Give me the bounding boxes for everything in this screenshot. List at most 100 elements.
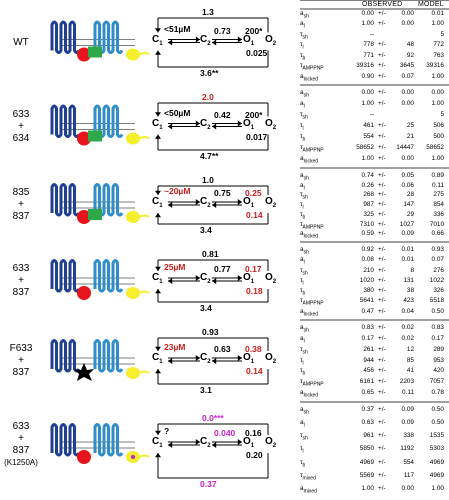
rate-k1: <51µM (164, 23, 191, 34)
param-name: τAMPPNP (300, 144, 324, 154)
model-value: 5518 (429, 297, 444, 305)
observed-value: 0.00 (361, 10, 374, 17)
observed-value: 1.00 (361, 484, 374, 492)
model-value: 420 (433, 367, 444, 375)
param-subscript: l (303, 422, 305, 429)
param-subscript: b (302, 370, 306, 377)
error-value: 147 (403, 201, 414, 209)
state-o2-sub: 2 (272, 279, 277, 285)
plus-minus: +/- (378, 389, 386, 397)
observed-value: 325 (363, 210, 374, 218)
observed-value: 0.00 (361, 89, 374, 96)
model-value: 0.83 (431, 324, 444, 331)
state-o2-sub: 2 (272, 40, 277, 47)
plus-minus: +/- (378, 324, 386, 331)
rate-top: 2.0 (202, 92, 214, 102)
param-subscript: l (302, 359, 304, 366)
rate-k2: 0.42 (214, 109, 231, 120)
error-value: 0.02 (401, 334, 414, 342)
error-value: 0.02 (401, 324, 414, 331)
observed-value: 0.47 (361, 307, 374, 315)
yellow-ball-icon (126, 287, 140, 299)
observed-value: 210 (363, 266, 374, 274)
state-c2: C2 (200, 196, 211, 209)
rate-k3: 0.16 (245, 428, 262, 438)
param-name: alocked (300, 230, 319, 240)
row-label: + (18, 199, 24, 210)
param-subscript: sh (303, 175, 309, 182)
observed-value: 5569 (359, 471, 374, 479)
row-label: F633 (9, 343, 33, 354)
state-c1-sub: 1 (159, 279, 163, 285)
row-label: 633 (12, 421, 30, 432)
param-name: τl (300, 201, 304, 211)
error-value: 0.01 (401, 256, 414, 264)
rate-k3-reverse: 0.14 (246, 210, 263, 220)
plus-minus: +/- (378, 458, 386, 466)
error-value: 2203 (399, 378, 414, 386)
error-value: 0.09 (401, 230, 414, 238)
model-value: 1022 (429, 276, 444, 284)
param-name: τl (300, 41, 304, 51)
plus-minus: +/- (378, 266, 386, 274)
error-value: 28 (406, 191, 414, 199)
param-subscript: b (302, 136, 306, 143)
plus-minus: +/- (378, 307, 386, 315)
plus-minus: +/- (378, 334, 386, 342)
observed-value: 0.83 (361, 324, 374, 331)
state-o1: O1 (243, 352, 255, 365)
param-subscript: l (302, 125, 304, 132)
rate-k2: 0.75 (214, 188, 231, 198)
observed-value: 0.92 (361, 246, 374, 253)
plus-minus: +/- (378, 51, 386, 59)
state-o1-sub: 1 (250, 443, 255, 449)
param-subscript: b (302, 290, 306, 297)
observed-value: 0.90 (361, 72, 374, 80)
param-name: τsh (300, 432, 308, 442)
observed-value: 987 (363, 201, 374, 209)
state-c1-sub: 1 (159, 40, 163, 47)
param-subscript: AMPPNP (302, 223, 324, 230)
observed-value: 461 (363, 122, 374, 129)
state-c2-sub: 2 (207, 359, 211, 365)
blue-domain-icon (50, 259, 81, 293)
model-value: 953 (433, 356, 444, 364)
observed-value: 944 (363, 356, 374, 364)
model-header: MODEL (418, 1, 444, 8)
observed-value: 7310 (359, 220, 374, 228)
error-value: 0.11 (402, 389, 414, 397)
rate-bottom: 3.4 (200, 225, 212, 235)
state-o1: O1 (243, 196, 255, 209)
state-o2: O2 (265, 117, 277, 131)
model-value: 1.00 (431, 20, 444, 28)
row-label: WT (13, 36, 29, 48)
rate-k3: 0.25 (245, 188, 262, 198)
error-value: 0.04 (401, 307, 414, 315)
row-label: (K1250A) (4, 458, 38, 467)
param-name: τb (300, 133, 306, 143)
param-subscript: locked (303, 233, 319, 240)
observed-value: 0.08 (361, 256, 374, 264)
plus-minus: +/- (378, 367, 386, 375)
param-subscript: l (303, 338, 305, 345)
plus-minus: +/- (378, 20, 386, 28)
param-subscript: mixed (303, 488, 317, 495)
state-c1-sub: 1 (159, 124, 163, 131)
state-o1-sub: 1 (250, 203, 255, 209)
model-value: 0.89 (431, 172, 444, 179)
error-value: 21 (406, 133, 414, 140)
observed-value: 1.00 (361, 20, 374, 28)
param-name: ash (300, 246, 309, 256)
observed-value: 771 (363, 51, 374, 59)
model-value: 58652 (426, 144, 444, 151)
model-value: 0.66 (431, 230, 444, 238)
blue-domain-icon (50, 20, 81, 54)
param-name: alocked (300, 72, 319, 82)
rate-k1: ? (164, 426, 170, 436)
param-subscript: l (302, 280, 304, 287)
state-o2-sub: 2 (272, 443, 277, 449)
observed-value: 4969 (359, 458, 374, 466)
observed-value: 554 (363, 133, 374, 140)
error-value: 0.00 (401, 155, 414, 162)
observed-value: -- (369, 111, 374, 118)
